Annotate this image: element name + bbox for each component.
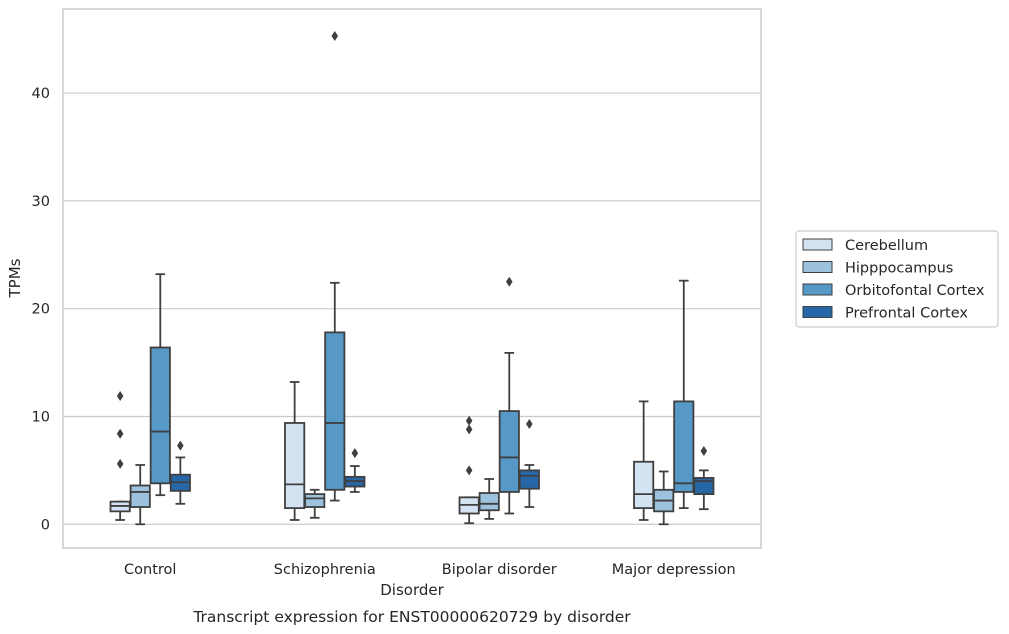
- box-cerebellum: [284, 381, 306, 521]
- box-body: [478, 492, 500, 512]
- box-hipppocampus: [653, 470, 675, 526]
- legend-entries: Cerebellum Hipppocampus Orbitofontal Corte…: [802, 238, 985, 322]
- box-orbitofontal-cortex: [498, 276, 520, 515]
- x-tick-label: Schizophrenia: [274, 562, 376, 578]
- box-orbitofontal-cortex: [324, 30, 346, 502]
- box-body: [149, 346, 171, 485]
- legend-label: Orbitofontal Cortex: [845, 283, 985, 299]
- outlier-point: [465, 415, 473, 426]
- box-body: [673, 400, 695, 493]
- outlier-point: [465, 465, 473, 476]
- y-tick-labels: 0 10 20 30 40: [32, 86, 50, 533]
- box-body: [518, 469, 540, 490]
- y-axis-label: TPMs: [6, 258, 24, 298]
- outlier-point: [505, 276, 513, 287]
- legend: Cerebellum Hipppocampus Orbitofontal Corte…: [795, 230, 999, 328]
- box-orbitofontal-cortex: [149, 273, 171, 497]
- y-tick-label: 20: [32, 302, 50, 318]
- outlier-point: [526, 419, 533, 430]
- outlier-point: [700, 445, 708, 456]
- box-hipppocampus: [129, 464, 151, 526]
- y-tick-label: 40: [32, 86, 50, 102]
- legend-label: Cerebellum: [845, 238, 928, 254]
- box-body: [633, 460, 655, 510]
- outlier-point: [465, 424, 473, 435]
- x-tick-labels: Control Schizophrenia Bipolar disorder Majo…: [124, 562, 736, 578]
- y-tick-label: 10: [32, 409, 50, 425]
- plot-frame: [62, 8, 762, 549]
- legend-label: Hipppocampus: [845, 261, 953, 277]
- legend-frame: [795, 230, 999, 328]
- x-tick-label: Control: [124, 562, 176, 578]
- box-hipppocampus: [304, 488, 326, 519]
- box-body: [304, 493, 326, 508]
- outlier-point: [177, 440, 184, 451]
- box-groups: [109, 30, 715, 526]
- chart-title: Transcript expression for ENST0000062072…: [192, 608, 631, 626]
- outlier-point: [351, 448, 359, 459]
- legend-label: Prefrontal Cortex: [845, 306, 968, 322]
- box-cerebellum: [458, 415, 480, 525]
- box-prefrontal-cortex: [518, 419, 540, 508]
- gridlines: [63, 92, 761, 525]
- box-prefrontal-cortex: [344, 448, 366, 493]
- box-body: [498, 410, 520, 493]
- outlier-point: [116, 428, 124, 439]
- box-body: [284, 422, 306, 510]
- box-prefrontal-cortex: [169, 440, 191, 505]
- legend-swatch: [802, 238, 833, 251]
- y-tick-label: 0: [41, 517, 50, 533]
- x-tick-label: Bipolar disorder: [442, 562, 557, 578]
- x-tick-label: Major depression: [612, 562, 736, 578]
- outlier-point: [116, 458, 124, 469]
- outlier-point: [116, 391, 124, 402]
- x-axis-label: Disorder: [380, 581, 444, 599]
- box-prefrontal-cortex: [693, 445, 715, 511]
- box-cerebellum: [109, 391, 131, 521]
- legend-swatch: [802, 261, 833, 273]
- box-body: [129, 484, 151, 508]
- box-hipppocampus: [478, 478, 500, 520]
- legend-swatch: [802, 283, 833, 296]
- outlier-point: [331, 30, 339, 41]
- box-cerebellum: [633, 400, 655, 521]
- legend-swatch: [802, 306, 833, 318]
- y-tick-label: 30: [32, 194, 50, 210]
- box-orbitofontal-cortex: [673, 279, 695, 510]
- box-body: [324, 331, 346, 491]
